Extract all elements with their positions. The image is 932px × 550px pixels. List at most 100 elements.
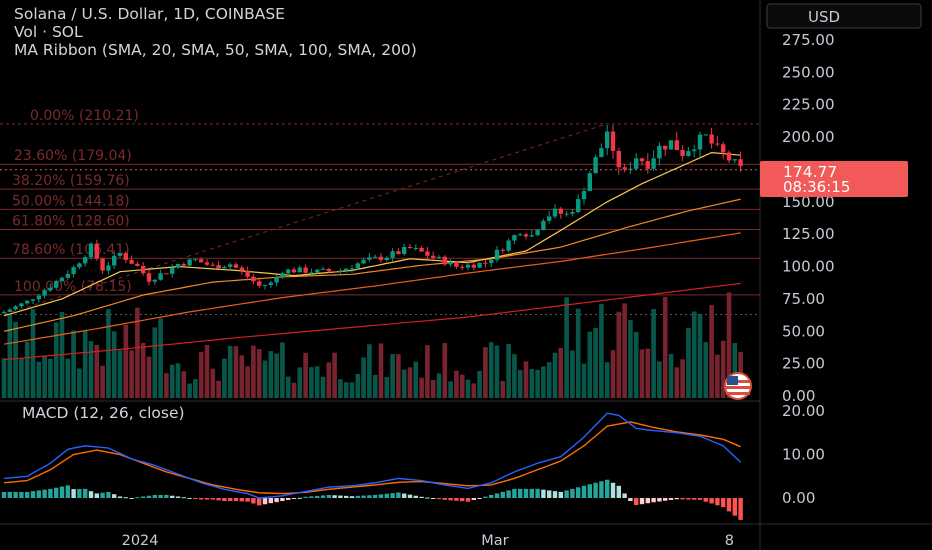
macd-histogram-bar (355, 495, 360, 498)
volume-bar (181, 371, 187, 398)
volume-bar (309, 367, 314, 398)
volume-bar (303, 352, 308, 398)
candlesticks[interactable] (1, 124, 743, 314)
volume-bar (117, 350, 123, 398)
macd-histogram-bar (616, 485, 621, 498)
price-tick-label: 200.00 (782, 128, 835, 146)
macd-histogram-bar (500, 491, 505, 498)
macd-histogram-bar (483, 496, 488, 498)
candle-body (732, 159, 737, 161)
price-tick-label: 100.00 (782, 258, 835, 276)
candle-body (506, 240, 511, 251)
fib-trend-line (3, 123, 608, 315)
candle-body (500, 249, 505, 251)
macd-histogram-bar (262, 498, 268, 505)
macd-histogram-bar (570, 488, 575, 498)
candle-body (83, 257, 88, 264)
volume-bar (628, 320, 633, 398)
macd-histogram-bar (605, 479, 610, 498)
price-tick-label: 75.00 (782, 290, 825, 308)
macd-legend[interactable]: MACD (12, 26, close) (22, 404, 185, 422)
candle-body (332, 271, 337, 273)
candle-body (373, 256, 378, 258)
candle-body (483, 262, 488, 264)
volume-bar (42, 355, 47, 398)
volume-bar (517, 370, 523, 398)
macd-histogram-bar (523, 488, 529, 498)
volume-bar (198, 352, 204, 398)
candle-body (645, 161, 650, 169)
macd-histogram-bar (552, 491, 558, 498)
ma-ribbon-legend[interactable]: MA Ribbon (SMA, 20, SMA, 50, SMA, 100, S… (14, 41, 417, 59)
candle-body (257, 281, 262, 286)
volume-bar (610, 350, 616, 398)
volume-bar (471, 383, 477, 398)
volume-bar (326, 362, 332, 398)
candle-body (25, 300, 30, 304)
time-axis[interactable]: 2024 Mar 8 (122, 533, 734, 549)
candle-body (274, 276, 279, 283)
candle-body (715, 143, 720, 145)
macd-histogram-bar (396, 492, 401, 498)
candle-body (71, 267, 76, 274)
candle-body (518, 234, 523, 236)
volume-bar (657, 361, 662, 398)
volume-bar (541, 366, 546, 398)
volume-bar (297, 367, 303, 398)
macd-histogram-bar (129, 498, 134, 499)
us-flag-icon[interactable] (724, 372, 752, 400)
fibonacci-retracement[interactable]: 0.00% (210.21) 23.60% (179.04) 38.20% (159… (0, 108, 760, 315)
volume-bar (651, 309, 656, 398)
macd-histogram-bar (541, 489, 546, 498)
volume-bar (599, 303, 604, 398)
fib-level-label: 50.00% (144.18) (12, 193, 130, 209)
macd-histogram-bar (680, 498, 685, 500)
candle-body (471, 264, 476, 268)
currency-button[interactable] (766, 3, 922, 29)
macd-pane[interactable] (1, 412, 743, 520)
candle-body (94, 243, 99, 259)
macd-histogram-bar (251, 498, 256, 504)
candle-body (570, 211, 575, 214)
volume-legend[interactable]: Vol · SOL (14, 23, 83, 41)
macd-tick-label: 20.00 (782, 402, 825, 420)
candle-body (494, 249, 500, 260)
sma100-line (3, 232, 741, 345)
candle-body (599, 148, 604, 158)
volume-bar (36, 361, 42, 398)
candle-body (181, 263, 186, 266)
candle-body (668, 140, 674, 150)
volume-bar (222, 358, 227, 398)
candle-body (581, 191, 587, 200)
macd-histogram-bar (286, 498, 291, 500)
candle-body (152, 279, 157, 282)
macd-histogram-bar (518, 488, 523, 498)
volume-bar (88, 341, 94, 398)
candle-body (361, 259, 366, 264)
candle-body (158, 273, 163, 280)
macd-histogram-bar (309, 496, 314, 498)
candle-body (663, 145, 668, 150)
volume-bar (593, 327, 598, 398)
macd-histogram-bar (431, 498, 436, 499)
candle-body (187, 259, 192, 266)
volume-bar (262, 360, 268, 398)
candle-body (326, 268, 331, 272)
volume-bar (94, 344, 100, 398)
candle-body (175, 263, 181, 268)
macd-histogram-bar (692, 498, 697, 500)
volume-bar (274, 353, 279, 398)
volume-bar (529, 368, 535, 398)
macd-histogram-bar (674, 498, 679, 500)
volume-bar (77, 368, 82, 398)
macd-histogram-bar (581, 485, 587, 498)
macd-tick-label: 10.00 (782, 446, 825, 464)
volume-bar (442, 342, 448, 398)
price-axis[interactable]: 0.0025.0050.0075.00100.00125.00150.00175… (782, 31, 835, 507)
candle-body (112, 255, 117, 266)
macd-histogram-bar (361, 495, 366, 498)
macd-histogram-bar (59, 486, 65, 498)
macd-histogram-bar (228, 498, 233, 502)
candle-body (48, 287, 53, 291)
